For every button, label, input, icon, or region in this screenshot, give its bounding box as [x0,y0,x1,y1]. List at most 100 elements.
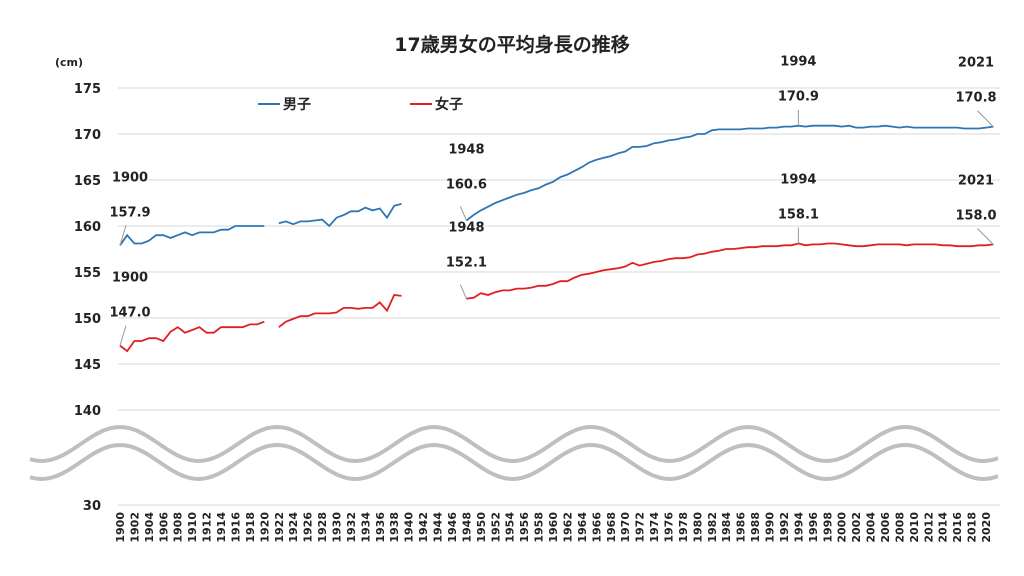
x-tick-label: 1982 [706,512,719,543]
x-tick-label: 1966 [590,512,603,543]
x-tick-label: 1958 [533,512,546,543]
legend-label: 男子 [283,97,311,113]
x-tick-label: 1952 [489,512,502,543]
annotation-value: 157.9 [109,205,150,220]
x-tick-label: 1986 [735,512,748,543]
axis-break-wave-1 [29,424,999,464]
annotation-leader [459,206,467,221]
y-tick-label: 160 [74,220,101,235]
annotation-year: 2021 [958,173,994,188]
x-tick-label: 1906 [157,512,170,543]
x-tick-label: 1914 [215,512,228,543]
annotation-leader [976,228,994,245]
x-tick-label: 1960 [547,512,560,543]
x-tick-label: 2020 [980,512,993,543]
x-tick-label: 2000 [836,512,849,543]
annotation-year: 1948 [448,221,484,236]
x-tick-label: 1926 [302,512,315,543]
x-tick-label: 1924 [287,512,300,543]
x-tick-label: 2008 [893,512,906,543]
x-tick-label: 1984 [720,512,733,543]
annotation-leader [119,225,127,246]
x-tick-label: 1990 [764,512,777,543]
x-tick-label: 1942 [417,512,430,543]
x-tick-label: 1920 [258,512,271,543]
x-tick-label: 1992 [778,512,791,543]
x-tick-label: 2006 [879,512,892,543]
x-tick-label: 1970 [619,512,632,543]
x-tick-label: 1910 [186,512,199,543]
annotation-leader [119,325,127,346]
x-tick-label: 1946 [446,512,459,543]
x-tick-label: 1944 [432,512,445,543]
y-tick-label: 170 [74,128,101,143]
x-tick-label: 1940 [403,512,416,543]
annotation-value: 152.1 [446,256,487,271]
x-tick-label: 1930 [331,512,344,543]
annotation-value: 170.9 [778,90,819,105]
series-0-line-segment-1 [278,203,402,228]
x-tick-label: 1968 [605,512,618,543]
x-tick-label: 2002 [850,512,863,543]
annotation-year: 1948 [448,142,484,157]
x-tick-label: 1964 [576,512,589,543]
x-tick-label: 1956 [518,512,531,543]
x-tick-label: 1948 [460,512,473,543]
x-tick-label: 1916 [229,512,242,543]
x-tick-label: 2016 [951,512,964,543]
annotation-leader [459,284,467,299]
x-tick-label: 1994 [792,512,805,543]
x-tick-label: 1974 [648,512,661,543]
y-tick-label: 145 [74,358,101,373]
series-0-line-segment-0 [119,225,265,246]
y-tick-label: 140 [74,404,101,419]
chart-title: 17歳男女の平均身長の推移 [394,34,630,56]
axis-break-wave-2 [29,442,999,482]
x-tick-label: 1972 [634,512,647,543]
series-0-line-segment-2 [465,124,994,222]
annotation-year: 2021 [958,56,994,71]
x-tick-label: 1918 [244,512,257,543]
series-1-line-segment-0 [119,320,265,353]
x-tick-label: 2012 [922,512,935,543]
x-tick-label: 1954 [504,512,517,543]
x-tick-label: 2018 [966,512,979,543]
annotation-year: 1900 [112,170,148,185]
annotation-value: 158.1 [778,207,819,222]
y-tick-label-broken: 30 [83,499,101,514]
annotation-value: 160.6 [446,177,487,192]
x-tick-label: 1928 [316,512,329,543]
x-tick-label: 1904 [143,512,156,543]
x-tick-label: 1932 [345,512,358,543]
annotation-value: 158.0 [955,208,996,223]
x-tick-label: 1988 [749,512,762,543]
x-tick-label: 2014 [937,512,950,543]
x-tick-label: 1938 [388,512,401,543]
x-tick-label: 1998 [821,512,834,543]
x-tick-label: 1996 [807,512,820,543]
x-tick-label: 2010 [908,512,921,543]
x-tick-label: 1902 [128,512,141,543]
series-1-line-segment-2 [466,242,994,300]
x-tick-label: 1908 [172,512,185,543]
annotation-value: 170.8 [955,91,996,106]
x-tick-label: 1912 [201,512,214,543]
annotation-year: 1900 [112,271,148,286]
annotation-value: 147.0 [109,306,150,321]
x-tick-label: 1978 [677,512,690,543]
annotation-year: 1994 [780,172,816,187]
x-tick-label: 2004 [865,512,878,543]
annotation-year: 1994 [780,55,816,70]
x-tick-label: 1962 [561,512,574,543]
y-tick-label: 150 [74,312,101,327]
legend-label: 女子 [435,96,463,113]
x-tick-label: 1950 [475,512,488,543]
y-tick-label: 175 [74,82,101,97]
x-tick-label: 1936 [374,512,387,543]
x-tick-label: 1976 [662,512,675,543]
x-tick-label: 1922 [273,512,286,543]
x-tick-label: 1980 [691,512,704,543]
y-axis-unit: (cm) [55,56,83,69]
y-tick-label: 165 [74,174,101,189]
